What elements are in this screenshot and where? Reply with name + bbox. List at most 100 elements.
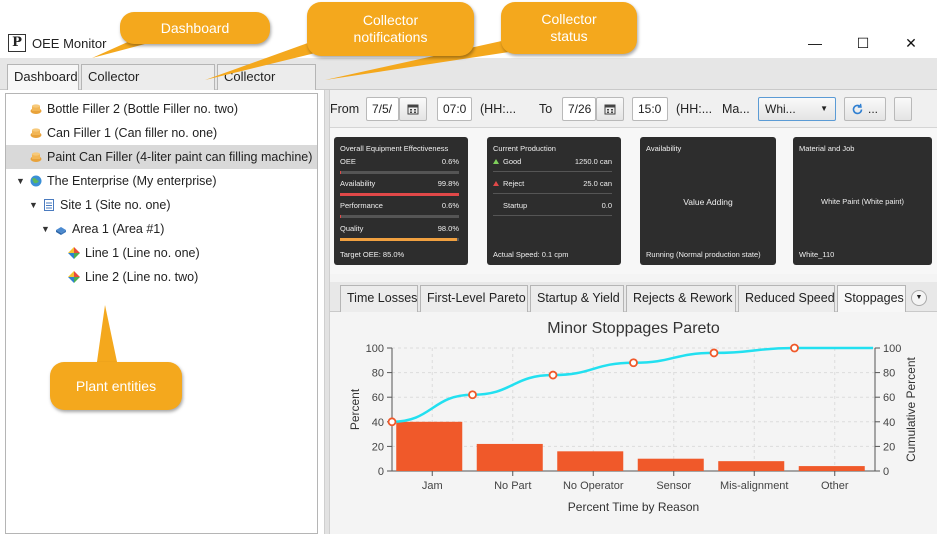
availability-bar-fill xyxy=(340,193,459,196)
material-combobox[interactable]: Whi... ▼ xyxy=(758,97,836,121)
oee-bar-fill xyxy=(340,171,341,174)
tree-item-site-1[interactable]: ▼ Site 1 (Site no. one) xyxy=(6,193,317,217)
tree-item-enterprise[interactable]: ▼ The Enterprise (My enterprise) xyxy=(6,169,317,193)
cumulative-point xyxy=(790,343,799,353)
split-pane-divider[interactable] xyxy=(324,90,330,534)
material-card-title: Material and Job xyxy=(799,144,855,153)
performance-bar-fill xyxy=(340,215,341,218)
to-date-picker-button[interactable] xyxy=(596,97,624,121)
refresh-button-label: ... xyxy=(868,102,879,116)
oee-row-label: OEE xyxy=(340,157,356,166)
pareto-bar xyxy=(798,466,865,471)
callout-dashboard: Dashboard xyxy=(120,12,270,44)
to-label: To xyxy=(539,102,553,116)
y2-tick-label: 80 xyxy=(883,368,895,380)
tab-overflow-menu-button[interactable]: ▼ xyxy=(911,290,927,306)
job-name: White_110 xyxy=(799,250,835,259)
tab-stoppages[interactable]: Stoppages xyxy=(837,285,906,312)
equipment-icon xyxy=(30,104,42,114)
x-tick-label: Other xyxy=(821,480,849,492)
startup-row: Startup 0.0 xyxy=(493,199,612,213)
reject-row: Reject 25.0 can xyxy=(493,177,612,191)
from-date-picker-button[interactable] xyxy=(399,97,427,121)
pareto-bar xyxy=(557,451,624,471)
availability-reason: Value Adding xyxy=(683,197,733,207)
good-row-value: 1250.0 can xyxy=(574,157,612,166)
pareto-chart-svg: 0 0 20 20 40 40 60 60 80 80 100 100 Jam No Part No Ope… xyxy=(348,320,918,514)
tab-dashboard[interactable]: Dashboard xyxy=(7,64,79,90)
tree-item-line-1[interactable]: Line 1 (Line no. one) xyxy=(6,241,317,265)
availability-row: Availability 99.8% xyxy=(340,177,459,191)
y-tick-label: 100 xyxy=(366,343,384,355)
tree-item-label: Line 1 (Line no. one) xyxy=(85,246,200,260)
to-date-input[interactable]: 7/26 xyxy=(562,97,596,121)
tab-first-level-pareto[interactable]: First-Level Pareto xyxy=(420,285,528,312)
to-time-input[interactable]: 15:0 xyxy=(632,97,668,121)
x-tick-label: Jam xyxy=(422,480,443,492)
tree-item-area-1[interactable]: ▼ Area 1 (Area #1) xyxy=(6,217,317,241)
chart-title: Minor Stoppages Pareto xyxy=(547,320,720,337)
quality-row-value: 98.0% xyxy=(437,224,459,233)
cumulative-point xyxy=(468,390,477,400)
plant-entity-tree[interactable]: Bottle Filler 2 (Bottle Filler no. two) … xyxy=(5,93,318,534)
calendar-icon xyxy=(407,104,419,115)
plot-area xyxy=(392,348,875,471)
tree-item-bottle-filler-2[interactable]: Bottle Filler 2 (Bottle Filler no. two) xyxy=(6,97,317,121)
quality-bar xyxy=(340,238,459,241)
refresh-button[interactable]: ... xyxy=(844,97,886,121)
tree-item-label: The Enterprise (My enterprise) xyxy=(47,174,217,188)
production-card-title: Current Production xyxy=(493,144,556,153)
from-time-input[interactable]: 07:0 xyxy=(437,97,472,121)
from-date-input[interactable]: 7/5/ xyxy=(366,97,399,121)
performance-row-label: Performance xyxy=(340,201,383,210)
tree-item-label: Line 2 (Line no. two) xyxy=(85,270,199,284)
quality-bar-fill xyxy=(340,238,457,241)
row-divider xyxy=(493,215,612,216)
pareto-bar xyxy=(396,421,463,471)
reject-row-value: 25.0 can xyxy=(583,179,612,188)
maximize-button[interactable]: ☐ xyxy=(856,35,870,51)
tree-item-line-2[interactable]: Line 2 (Line no. two) xyxy=(6,265,317,289)
tab-collector-notifications[interactable]: Collector Notifications xyxy=(81,64,215,108)
tab-collector-status[interactable]: Collector Status xyxy=(217,64,316,108)
tree-item-label: Site 1 (Site no. one) xyxy=(60,198,171,212)
time-period-toolbar: From 7/5/ 07:0 (HH:... To 7/26 15:0 (HH:… xyxy=(330,90,937,128)
globe-icon xyxy=(30,175,42,187)
tab-startup-yield[interactable]: Startup & Yield xyxy=(530,285,624,312)
y-tick-label: 80 xyxy=(372,368,384,380)
from-label: From xyxy=(330,102,360,116)
row-divider xyxy=(493,193,612,194)
collapse-arrow-icon[interactable]: ▼ xyxy=(16,176,25,186)
good-row: Good 1250.0 can xyxy=(493,155,612,169)
y-axis-label: Percent xyxy=(348,388,362,430)
startup-row-value: 0.0 xyxy=(601,201,612,210)
y-tick-label: 0 xyxy=(378,466,384,478)
to-time-format-hint: (HH:... xyxy=(676,102,713,116)
close-button[interactable]: ✕ xyxy=(905,35,917,51)
collapse-arrow-icon[interactable]: ▼ xyxy=(29,200,38,210)
minimize-button[interactable]: — xyxy=(808,35,822,51)
y2-axis-label: Cumulative Percent xyxy=(904,356,918,461)
tree-item-can-filler-1[interactable]: Can Filler 1 (Can filler no. one) xyxy=(6,121,317,145)
oee-bar xyxy=(340,171,459,174)
oee-row: OEE 0.6% xyxy=(340,155,459,169)
y2-tick-label: 40 xyxy=(883,417,895,429)
app-icon: P xyxy=(8,34,26,52)
auto-refresh-checkbox[interactable] xyxy=(894,97,912,121)
x-tick-label: Sensor xyxy=(656,480,691,492)
tab-reduced-speed[interactable]: Reduced Speed xyxy=(738,285,835,312)
callout-plant-entities: Plant entities xyxy=(50,362,182,410)
x-tick-label: No Operator xyxy=(563,480,624,492)
quality-row-label: Quality xyxy=(340,224,364,233)
actual-speed: Actual Speed: 0.1 cpm xyxy=(493,250,569,259)
tree-item-paint-can-filler[interactable]: Paint Can Filler (4-liter paint can fill… xyxy=(6,145,317,169)
collapse-arrow-icon[interactable]: ▼ xyxy=(41,224,50,234)
y2-tick-label: 60 xyxy=(883,392,895,404)
availability-bar xyxy=(340,193,459,196)
performance-row: Performance 0.6% xyxy=(340,199,459,213)
tab-time-losses[interactable]: Time Losses xyxy=(340,285,418,312)
oee-card-title: Overall Equipment Effectiveness xyxy=(340,144,449,153)
x-tick-label: Mis-alignment xyxy=(720,480,788,492)
dashboard-panel: From 7/5/ 07:0 (HH:... To 7/26 15:0 (HH:… xyxy=(330,90,937,534)
tab-rejects-rework[interactable]: Rejects & Rework xyxy=(626,285,736,312)
